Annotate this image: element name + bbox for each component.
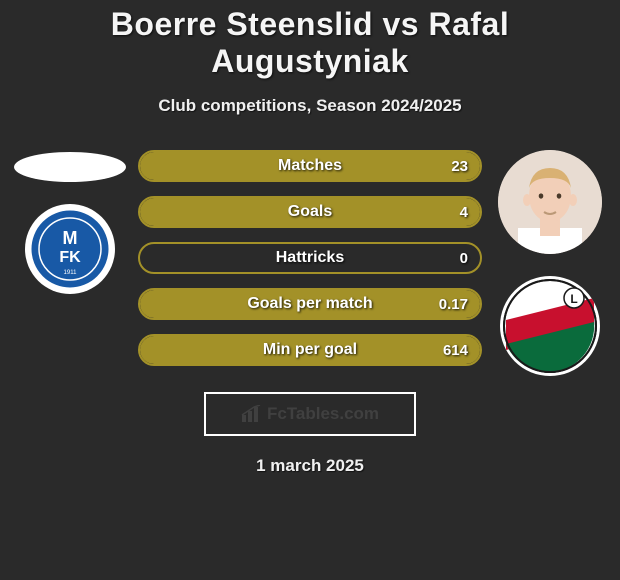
bar-chart-icon — [241, 405, 263, 423]
stat-bars: Matches23 Goals4 Hattricks0 Goals per match… — [132, 150, 488, 366]
club-right-badge: L — [500, 276, 600, 376]
stat-bar: Min per goal614 — [138, 334, 482, 366]
stat-bar-value-right: 0 — [460, 244, 468, 272]
stat-bar-label: Hattricks — [140, 244, 480, 272]
left-column: M FK 1911 — [8, 150, 132, 294]
right-column: L — [488, 150, 612, 376]
player-left-placeholder — [14, 152, 126, 182]
player-face-icon — [498, 150, 602, 254]
date-line: 1 march 2025 — [0, 456, 620, 476]
stat-bar-fill — [140, 336, 480, 364]
player-right-avatar — [498, 150, 602, 254]
logo-inner: FcTables.com — [241, 404, 379, 424]
page-title: Boerre Steenslid vs Rafal Augustyniak — [0, 6, 620, 80]
fctables-logo[interactable]: FcTables.com — [204, 392, 416, 436]
svg-text:FK: FK — [59, 249, 81, 266]
svg-text:L: L — [570, 292, 577, 306]
molde-crest-icon: M FK 1911 — [27, 206, 113, 292]
stat-bar: Goals4 — [138, 196, 482, 228]
stat-bar: Goals per match0.17 — [138, 288, 482, 320]
main-row: M FK 1911 Matches23 Goals4 Hattricks0 Goals… — [0, 150, 620, 376]
svg-text:M: M — [63, 228, 78, 248]
stat-bar-value-right: 0.17 — [439, 290, 468, 318]
stat-bar-fill — [140, 152, 480, 180]
stat-bar: Matches23 — [138, 150, 482, 182]
logo-text: FcTables.com — [267, 404, 379, 424]
stat-bar-value-right: 23 — [451, 152, 468, 180]
club-left-badge: M FK 1911 — [25, 204, 115, 294]
stat-bar-value-right: 614 — [443, 336, 468, 364]
svg-text:1911: 1911 — [64, 270, 78, 276]
stat-bar: Hattricks0 — [138, 242, 482, 274]
comparison-widget: Boerre Steenslid vs Rafal Augustyniak Cl… — [0, 0, 620, 476]
stat-bar-fill — [140, 198, 480, 226]
legia-crest-icon: L — [502, 278, 598, 374]
stat-bar-fill — [140, 290, 480, 318]
stat-bar-value-right: 4 — [460, 198, 468, 226]
subtitle: Club competitions, Season 2024/2025 — [0, 96, 620, 116]
